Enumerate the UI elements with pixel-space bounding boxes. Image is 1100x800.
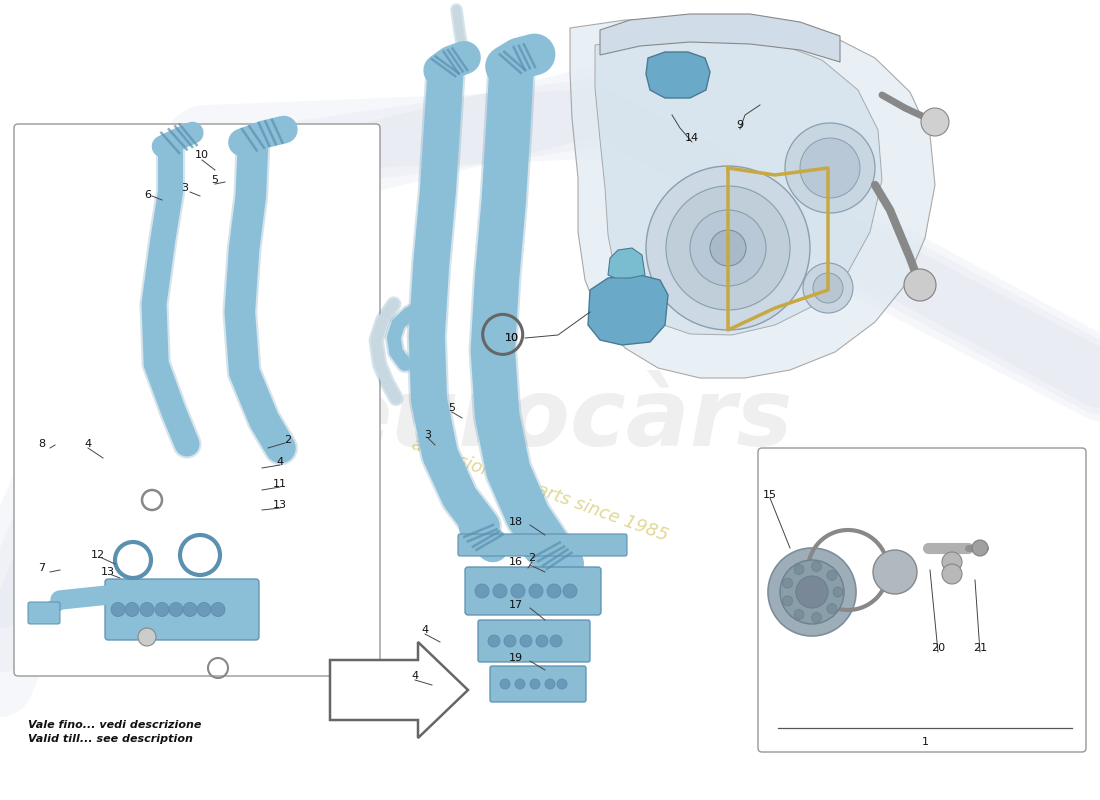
- Text: 10: 10: [195, 150, 209, 160]
- Circle shape: [782, 596, 793, 606]
- Circle shape: [904, 269, 936, 301]
- Circle shape: [873, 550, 917, 594]
- Circle shape: [500, 679, 510, 689]
- Polygon shape: [588, 275, 668, 345]
- Text: 6: 6: [144, 190, 152, 200]
- Text: 2: 2: [285, 435, 292, 445]
- Circle shape: [812, 562, 822, 571]
- Circle shape: [557, 679, 566, 689]
- Text: 3: 3: [182, 183, 188, 193]
- Circle shape: [544, 679, 556, 689]
- Text: 14: 14: [685, 133, 700, 143]
- Circle shape: [515, 679, 525, 689]
- Circle shape: [140, 602, 154, 617]
- Polygon shape: [608, 248, 645, 278]
- Text: 20: 20: [931, 643, 945, 653]
- Circle shape: [197, 602, 211, 617]
- Circle shape: [646, 166, 810, 330]
- Circle shape: [529, 584, 543, 598]
- Circle shape: [812, 613, 822, 622]
- Circle shape: [690, 210, 766, 286]
- Circle shape: [111, 602, 125, 617]
- Text: 10: 10: [505, 333, 519, 343]
- Circle shape: [666, 186, 790, 310]
- Circle shape: [169, 602, 183, 617]
- Polygon shape: [330, 642, 468, 738]
- Text: 4: 4: [85, 439, 91, 449]
- FancyBboxPatch shape: [478, 620, 590, 662]
- FancyBboxPatch shape: [104, 579, 258, 640]
- Circle shape: [183, 602, 197, 617]
- Text: 3: 3: [425, 430, 431, 440]
- Text: a passion for parts since 1985: a passion for parts since 1985: [409, 435, 671, 545]
- Text: eurocàrs: eurocàrs: [328, 374, 793, 466]
- Circle shape: [803, 263, 852, 313]
- Circle shape: [563, 584, 578, 598]
- Circle shape: [827, 604, 837, 614]
- FancyBboxPatch shape: [28, 602, 60, 624]
- Text: 9: 9: [736, 120, 744, 130]
- Polygon shape: [646, 52, 710, 98]
- Text: 7: 7: [39, 563, 45, 573]
- FancyBboxPatch shape: [458, 534, 627, 556]
- Text: 2: 2: [528, 553, 536, 563]
- Circle shape: [942, 564, 962, 584]
- Circle shape: [782, 578, 793, 588]
- FancyBboxPatch shape: [14, 124, 379, 676]
- Circle shape: [785, 123, 874, 213]
- Polygon shape: [600, 14, 840, 62]
- Text: 13: 13: [101, 567, 116, 577]
- FancyBboxPatch shape: [490, 666, 586, 702]
- Circle shape: [125, 602, 139, 617]
- Text: 21: 21: [972, 643, 987, 653]
- Circle shape: [942, 552, 962, 572]
- Circle shape: [520, 635, 532, 647]
- Circle shape: [547, 584, 561, 598]
- Circle shape: [833, 587, 843, 597]
- Circle shape: [475, 584, 490, 598]
- FancyBboxPatch shape: [758, 448, 1086, 752]
- Circle shape: [780, 560, 844, 624]
- Circle shape: [536, 635, 548, 647]
- Circle shape: [813, 273, 843, 303]
- Circle shape: [768, 548, 856, 636]
- Circle shape: [488, 635, 501, 647]
- Text: 11: 11: [273, 479, 287, 489]
- Circle shape: [550, 635, 562, 647]
- Circle shape: [827, 570, 837, 580]
- Polygon shape: [595, 36, 882, 335]
- Text: 12: 12: [91, 550, 106, 560]
- Circle shape: [504, 635, 516, 647]
- Circle shape: [530, 679, 540, 689]
- Circle shape: [710, 230, 746, 266]
- Text: 15: 15: [763, 490, 777, 500]
- Text: 19: 19: [509, 653, 524, 663]
- Circle shape: [512, 584, 525, 598]
- Text: Vale fino... vedi descrizione
Valid till... see description: Vale fino... vedi descrizione Valid till…: [28, 720, 201, 744]
- Circle shape: [211, 602, 226, 617]
- Circle shape: [800, 138, 860, 198]
- Circle shape: [493, 584, 507, 598]
- Circle shape: [155, 602, 169, 617]
- Text: 4: 4: [411, 671, 419, 681]
- Text: 16: 16: [509, 557, 522, 567]
- Polygon shape: [570, 18, 935, 378]
- Text: 5: 5: [449, 403, 455, 413]
- Text: 18: 18: [509, 517, 524, 527]
- Text: 1: 1: [922, 737, 928, 747]
- Text: 8: 8: [39, 439, 45, 449]
- Circle shape: [794, 610, 804, 619]
- Text: 10: 10: [505, 333, 519, 343]
- Circle shape: [138, 628, 156, 646]
- Circle shape: [794, 565, 804, 574]
- Text: 5: 5: [211, 175, 219, 185]
- Circle shape: [921, 108, 949, 136]
- Text: 4: 4: [276, 457, 284, 467]
- Circle shape: [972, 540, 988, 556]
- Circle shape: [796, 576, 828, 608]
- Text: 13: 13: [273, 500, 287, 510]
- Text: 17: 17: [509, 600, 524, 610]
- FancyBboxPatch shape: [465, 567, 601, 615]
- Text: 4: 4: [421, 625, 429, 635]
